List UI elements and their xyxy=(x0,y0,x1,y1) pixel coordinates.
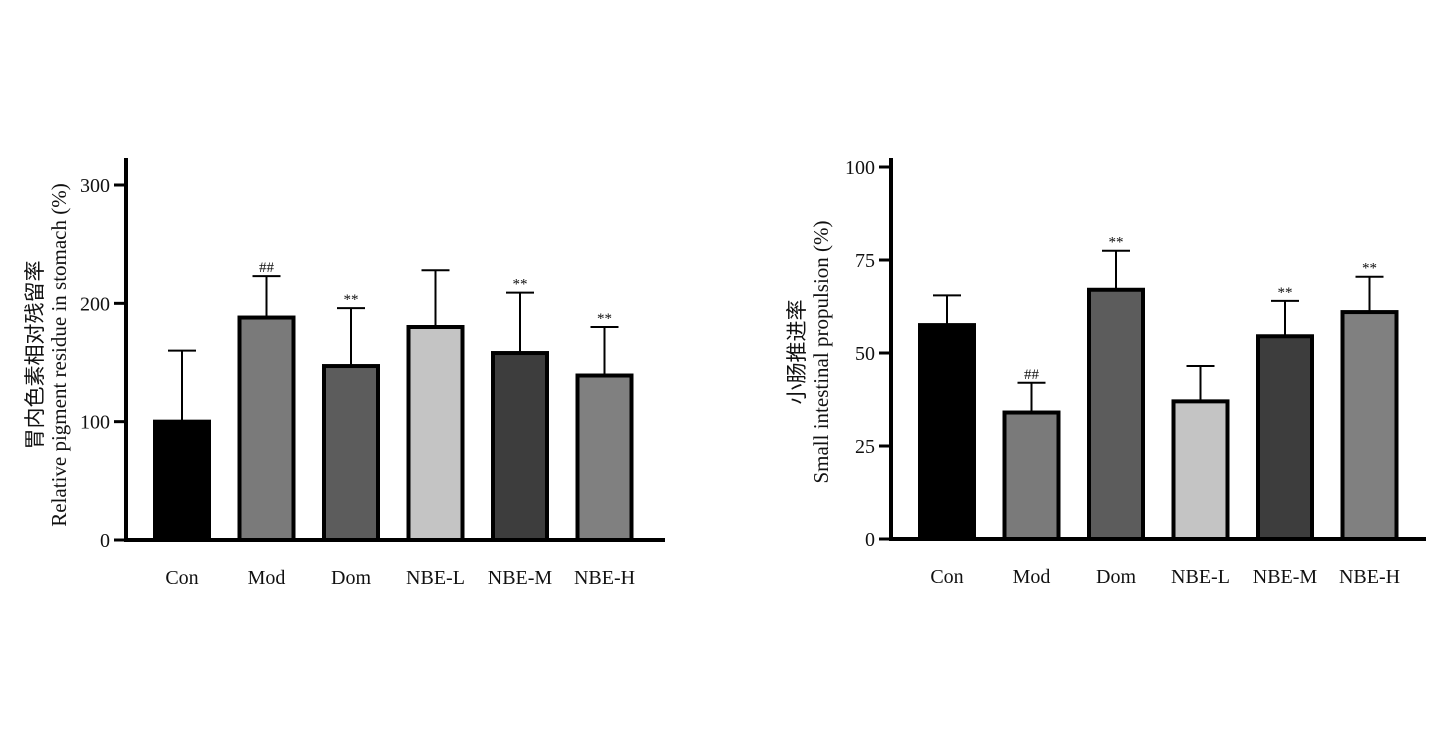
chart-1-ylabel-cn: 小肠推进率 xyxy=(785,300,809,405)
chart-0-bar-dom xyxy=(322,364,380,542)
chart-1-category-label: Con xyxy=(930,566,963,588)
chart-1-y-tick-label: 50 xyxy=(855,343,875,365)
chart-0-significance-label: ## xyxy=(259,260,275,276)
chart-1-significance-label: ** xyxy=(1278,285,1293,301)
chart-1-category-label: NBE-L xyxy=(1171,566,1230,588)
chart-1-category-label: NBE-H xyxy=(1339,566,1400,588)
chart-1-y-tick-label: 75 xyxy=(855,250,875,272)
chart-gastric-residue: 胃内色素相对残留率 Relative pigment residue in st… xyxy=(23,158,665,589)
chart-0-y-tick-label: 300 xyxy=(80,175,110,197)
chart-1-category-label: Dom xyxy=(1096,566,1136,588)
chart-0-category-label: Dom xyxy=(331,567,371,589)
chart-0-bar-nbe-h xyxy=(575,373,634,542)
chart-0-significance-label: ** xyxy=(513,277,528,293)
chart-intestinal-propulsion: 小肠推进率 Small intestinal propulsion (%) 0 2… xyxy=(785,157,1426,588)
chart-1-y-tick-label: 100 xyxy=(845,157,875,179)
chart-0-category-label: Mod xyxy=(248,567,286,589)
chart-0-category-label: NBE-L xyxy=(406,567,465,589)
chart-1-y-tick-label: 25 xyxy=(855,436,875,458)
chart-0-category-label: NBE-H xyxy=(574,567,635,589)
chart-1-significance-label: ** xyxy=(1362,261,1377,277)
chart-1-bar-nbe-l xyxy=(1171,399,1230,541)
chart-0-y-tick-label: 100 xyxy=(80,412,110,434)
chart-0-category-label: Con xyxy=(165,567,198,589)
chart-1-category-label: Mod xyxy=(1013,566,1051,588)
chart-0-category-label: NBE-M xyxy=(488,567,553,589)
chart-0-bar-con xyxy=(153,419,211,542)
chart-1-bar-dom xyxy=(1087,287,1145,542)
chart-0-significance-label: ** xyxy=(344,292,359,308)
chart-1-bar-con xyxy=(918,323,976,541)
chart-0-y-tick-label: 0 xyxy=(100,530,110,552)
chart-0-bar-mod xyxy=(237,315,296,542)
chart-0-ylabel-cn: 胃内色素相对残留率 xyxy=(23,261,47,450)
chart-0-bar-nbe-l xyxy=(406,325,465,542)
chart-0-ylabel: Relative pigment residue in stomach (%) xyxy=(47,183,71,527)
chart-1-y-tick-label: 0 xyxy=(865,529,875,551)
chart-1-bar-nbe-m xyxy=(1256,334,1314,542)
chart-1-ylabel: Small intestinal propulsion (%) xyxy=(809,220,833,483)
chart-1-bar-mod xyxy=(1002,410,1061,541)
chart-1-bar-nbe-h xyxy=(1340,310,1399,541)
chart-1-category-label: NBE-M xyxy=(1253,566,1318,588)
chart-1-significance-label: ** xyxy=(1109,235,1124,251)
chart-1-significance-label: ## xyxy=(1024,367,1040,383)
chart-0-significance-label: ** xyxy=(597,311,612,327)
chart-0-y-tick-label: 200 xyxy=(80,293,110,315)
chart-0-bar-nbe-m xyxy=(491,351,549,542)
